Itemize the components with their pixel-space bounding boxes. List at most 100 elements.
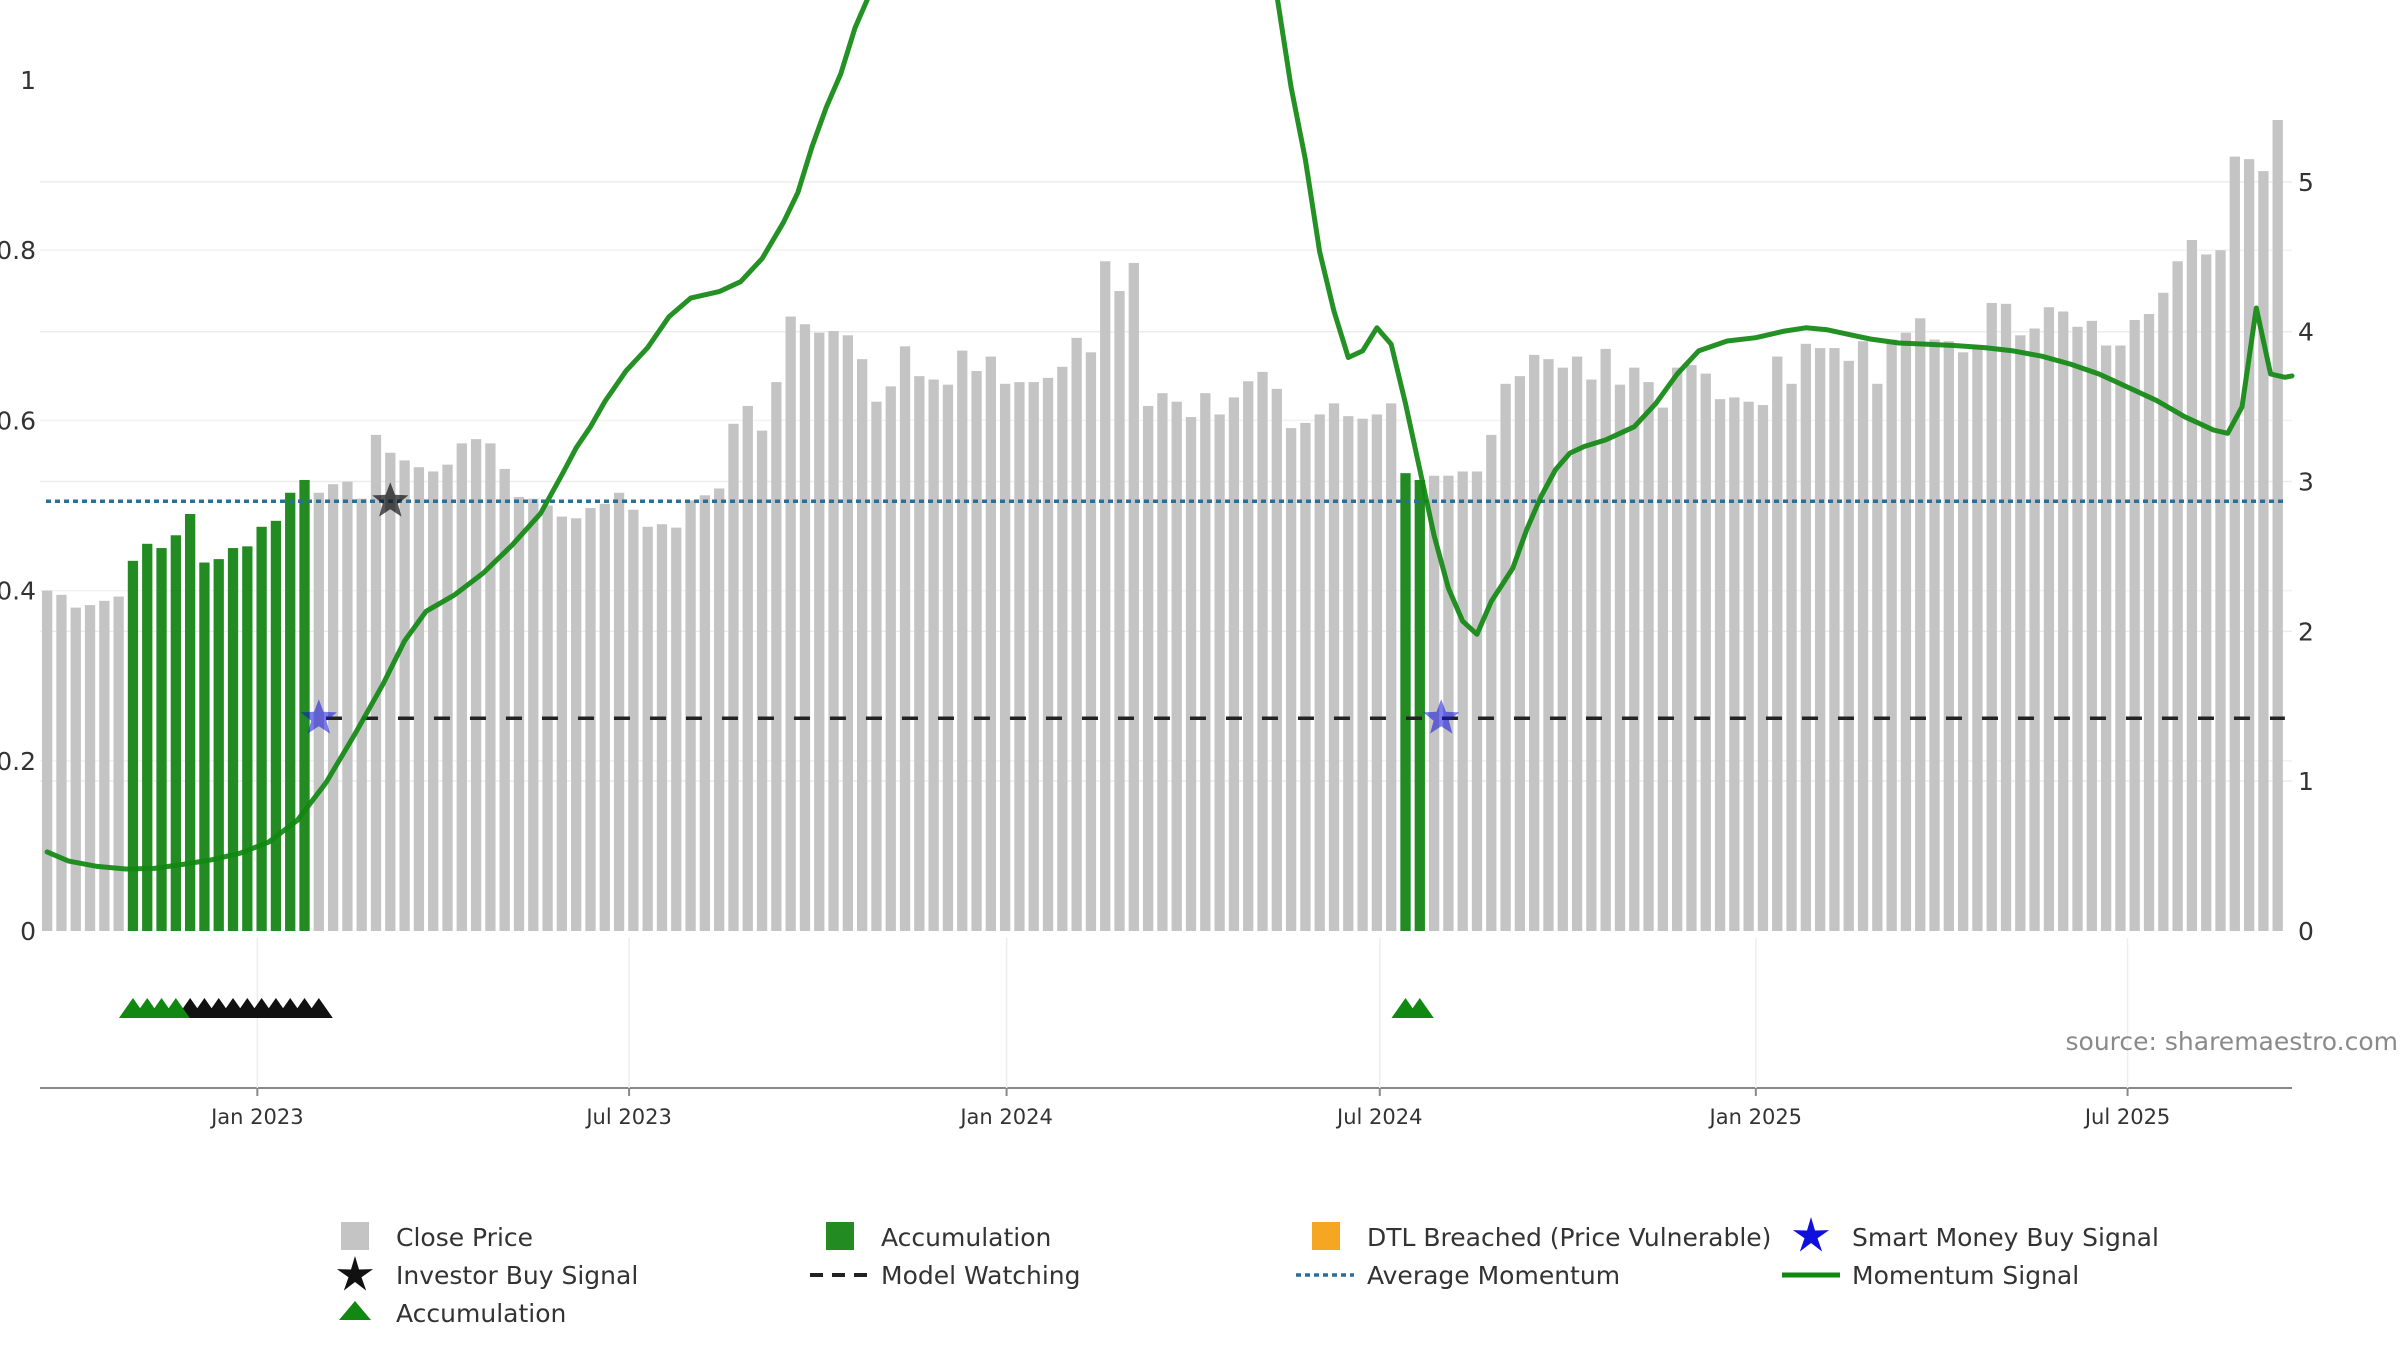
close-price-bar (1357, 418, 1368, 931)
source-label: source: sharemaestro.com (2066, 1027, 2399, 1056)
close-price-bar (1571, 356, 1583, 931)
accumulation-bar (1414, 479, 1425, 931)
close-price-bar (699, 495, 711, 931)
close-price-bar (1214, 414, 1225, 931)
close-price-bar (42, 590, 53, 931)
legend-accumulation-bar-label: Accumulation (881, 1223, 1051, 1252)
close-price-bar (2229, 156, 2240, 932)
left-axis-label: 0.2 (0, 747, 36, 776)
close-price-bar (2000, 303, 2012, 931)
close-price-bar (1800, 343, 1811, 931)
accumulation-bar (170, 535, 181, 931)
right-axis-label: 3 (2298, 468, 2314, 497)
close-price-bar (1929, 339, 1940, 931)
close-price-bar (428, 471, 439, 931)
close-price-bar (456, 443, 467, 931)
axes-layer: 0 0.2 0.4 0.6 0.8 1 0 1 2 3 4 5 (0, 66, 2314, 946)
close-price-bar (1142, 405, 1154, 931)
legend-average-momentum-label: Average Momentum (1367, 1261, 1620, 1290)
legend-momentum-signal-label: Momentum Signal (1852, 1261, 2079, 1290)
close-price-bar (1457, 471, 1468, 931)
close-price-bar (1100, 261, 1111, 931)
accumulation-bar (127, 560, 139, 931)
legend-accumulation-bar-swatch (826, 1222, 854, 1250)
close-price-bar (1171, 401, 1182, 931)
right-axis-label: 5 (2298, 168, 2314, 197)
accumulation-bar (213, 559, 224, 931)
accumulation-bar (142, 543, 153, 931)
legend-close-price-swatch (341, 1222, 369, 1250)
close-price-bar (2201, 254, 2212, 931)
close-price-bar (656, 524, 668, 931)
smart-money-star (300, 699, 337, 734)
close-price-bar (556, 516, 568, 931)
close-price-bar (2100, 345, 2112, 931)
close-price-bar (84, 605, 96, 931)
close-price-bar (2015, 335, 2026, 931)
close-price-bar (1757, 405, 1769, 932)
legend: Close Price Accumulation DTL Breached (P… (336, 1217, 2159, 1328)
close-price-bar (671, 527, 682, 931)
close-price-bar (928, 379, 939, 931)
legend-dtl-breached-swatch (1312, 1222, 1340, 1250)
close-price-bar (1557, 367, 1568, 931)
close-price-bar (113, 596, 124, 931)
close-price-bar (2072, 326, 2083, 931)
legend-accumulation-triangle (339, 1301, 371, 1320)
close-price-bar (1328, 403, 1340, 931)
close-price-bar (1614, 384, 1626, 931)
close-price-bar (2086, 320, 2097, 932)
close-price-bar (985, 356, 996, 931)
close-price-bar (442, 464, 453, 931)
close-price-bar (2029, 328, 2040, 931)
close-price-bar (99, 600, 110, 931)
close-price-bar (756, 430, 768, 931)
right-axis-label: 1 (2298, 767, 2314, 796)
close-price-bar (685, 500, 696, 931)
close-price-bar (1443, 475, 1454, 931)
close-price-bar (1972, 345, 1983, 931)
close-price-bar (1157, 393, 1168, 931)
close-price-bar (485, 443, 496, 931)
legend-accumulation-marker-label: Accumulation (396, 1299, 566, 1328)
close-price-bar (1343, 416, 1354, 931)
close-price-bar (1686, 365, 1697, 932)
close-price-bar (613, 492, 625, 931)
close-price-bar (1672, 367, 1683, 931)
close-price-bar (1314, 414, 1325, 931)
close-price-bar (1600, 348, 1611, 931)
close-price-bar (1471, 471, 1483, 931)
close-price-bar (1500, 383, 1511, 931)
close-price-bar (1643, 382, 1654, 931)
close-price-bar (599, 503, 610, 931)
x-tick-label: Jan 2024 (958, 1105, 1053, 1129)
x-tick-label: Jan 2025 (1708, 1105, 1803, 1129)
close-price-bar (857, 359, 868, 931)
close-price-bar (470, 439, 482, 931)
close-price-bar (1000, 383, 1011, 931)
close-price-bar (814, 332, 825, 931)
left-axis-label: 0.6 (0, 406, 36, 435)
close-price-bar (1772, 356, 1783, 931)
close-price-bar (1185, 417, 1197, 931)
close-price-bar (1285, 428, 1297, 931)
close-price-bar (842, 335, 853, 931)
close-price-bar (1057, 366, 1068, 931)
close-price-bar (327, 484, 339, 931)
close-price-bar (1042, 377, 1054, 932)
close-price-bar (771, 382, 782, 931)
close-price-bar (2143, 314, 2155, 931)
accumulation-bar (1400, 473, 1411, 931)
close-price-bar (399, 460, 410, 931)
close-price-bar (942, 384, 954, 931)
close-price-bar (2243, 159, 2255, 931)
close-price-bar (2272, 120, 2283, 931)
close-price-bar (528, 498, 539, 931)
close-price-bar (1900, 332, 1912, 931)
accumulation-bar (242, 546, 253, 931)
x-tick-label: Jan 2023 (209, 1105, 304, 1129)
close-price-bar (413, 467, 425, 931)
close-price-bar (2172, 261, 2183, 931)
close-price-bar (2129, 319, 2140, 932)
